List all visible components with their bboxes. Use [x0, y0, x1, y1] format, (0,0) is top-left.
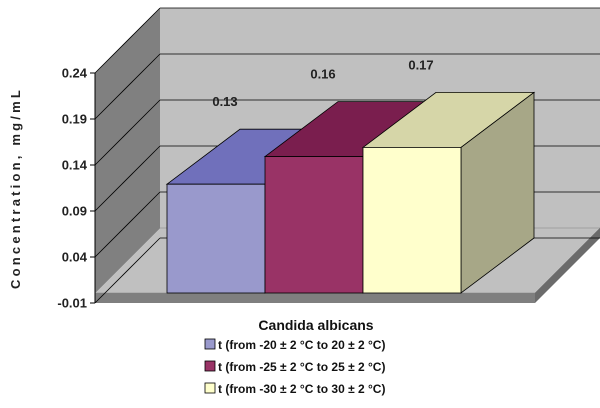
gridline-side: [94, 7, 161, 74]
gridline-side: [94, 191, 161, 258]
y-tick-label: -0.01: [57, 296, 87, 311]
legend-label-3: t (from -30 ± 2 °C to 30 ± 2 °C): [218, 382, 385, 396]
x-axis-title: Candida albicans: [258, 317, 373, 333]
data-label-1: 0.13: [212, 94, 237, 109]
gridline-side: [94, 53, 161, 120]
chart-floor-edge: [95, 293, 535, 303]
data-label-2: 0.16: [310, 67, 335, 82]
gridline-side: [94, 99, 161, 166]
bar-3: [361, 91, 536, 294]
data-labels: 0.13 0.16 0.17: [212, 57, 433, 109]
y-tick-label: 0.04: [62, 250, 88, 265]
legend-swatch-1: [204, 338, 216, 350]
bar-front: [166, 183, 266, 294]
bars: [165, 91, 536, 294]
gridline-side: [94, 145, 161, 212]
chart-side-wall: [95, 8, 160, 303]
y-tick-label: 0.24: [62, 66, 88, 81]
data-label-3: 0.17: [408, 57, 433, 72]
y-tick-label: 0.09: [62, 204, 87, 219]
legend-swatch-2: [204, 360, 216, 372]
gridline-side: [94, 237, 161, 304]
legend-swatch-3: [204, 382, 216, 394]
y-axis: 0.24 0.19 0.14 0.09 0.04 -0.01: [57, 66, 96, 311]
legend-label-1: t (from -20 ± 2 °C to 20 ± 2 °C): [218, 338, 385, 352]
bar-front: [264, 156, 364, 294]
chart-floor-side: [535, 228, 600, 303]
legend-label-2: t (from -25 ± 2 °C to 25 ± 2 °C): [218, 360, 385, 374]
y-axis-title: Concentration, mg/mL: [8, 87, 23, 289]
y-tick-label: 0.19: [62, 112, 87, 127]
bar-front: [362, 146, 462, 294]
legend: t (from -20 ± 2 °C to 20 ± 2 °C) t (from …: [204, 338, 385, 396]
y-tick-label: 0.14: [62, 158, 88, 173]
